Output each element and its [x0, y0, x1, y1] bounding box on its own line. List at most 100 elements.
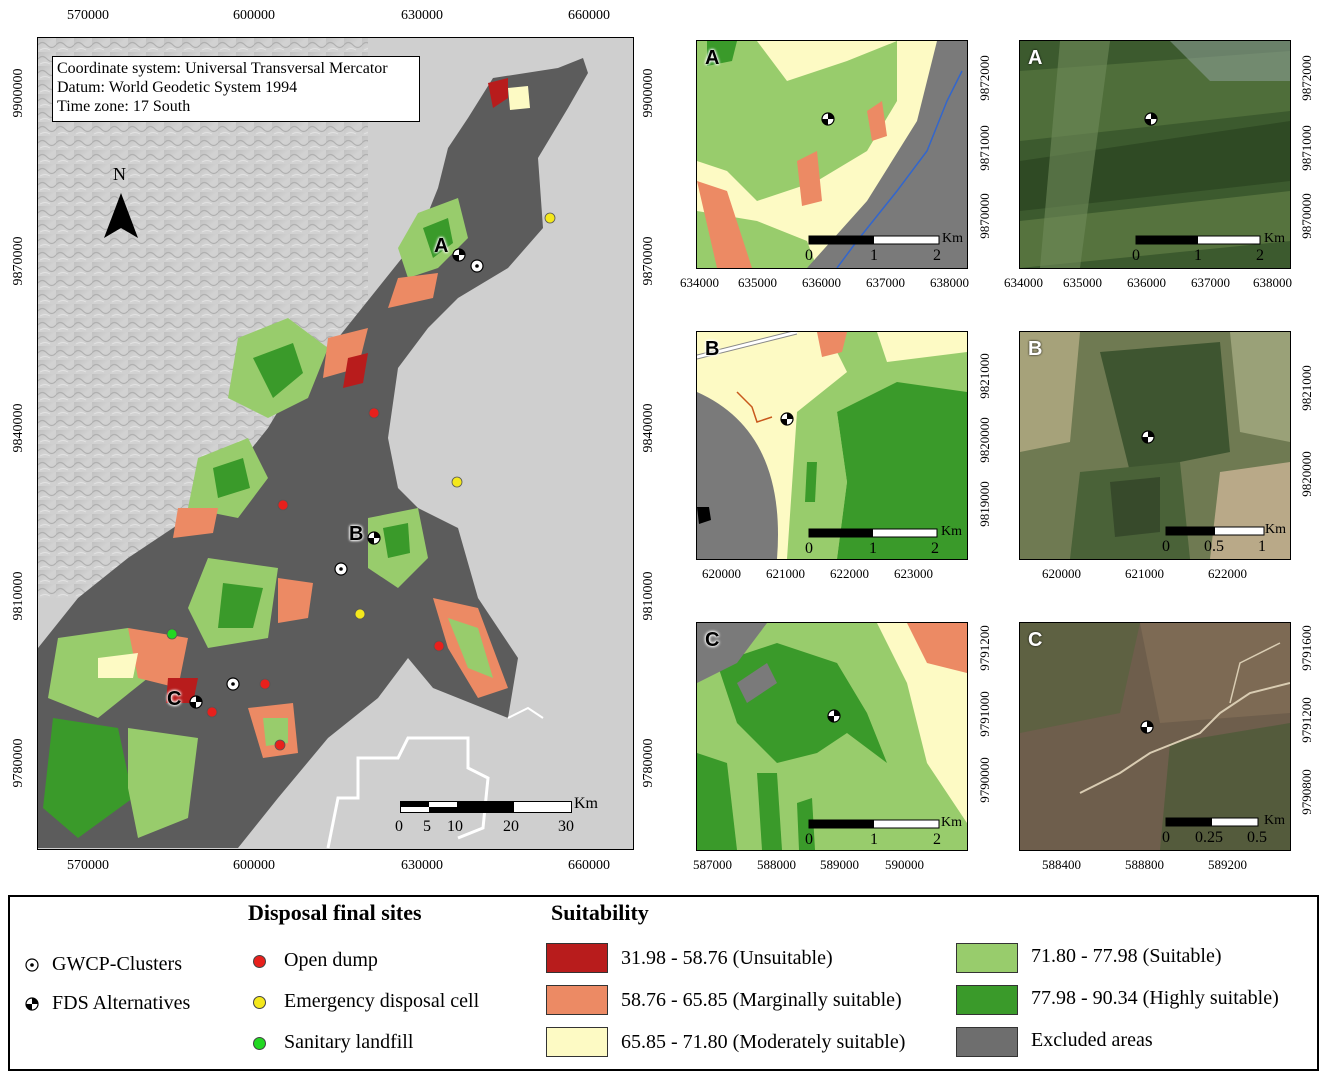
- inset-y-tick: 9790000: [977, 757, 992, 803]
- inset-x-tick: 638000: [930, 275, 969, 290]
- fds-alternative-icon: [827, 709, 841, 723]
- inset-y-tick: 9820000: [977, 417, 992, 463]
- legend-class-label: 31.98 - 58.76 (Unsuitable): [621, 947, 833, 969]
- marginal-swatch: [546, 985, 608, 1015]
- suitability-patches: [43, 78, 530, 838]
- inset-y-tick: 9791000: [977, 691, 992, 737]
- inset-x-tick: 623000: [894, 566, 933, 581]
- panel-letter: B: [705, 338, 720, 360]
- inset-x-tick: 637000: [1191, 275, 1230, 290]
- panel-letter: B: [1028, 338, 1043, 360]
- disposal-sites: [166, 212, 556, 751]
- main-scalebar: [400, 801, 572, 813]
- legend-sites-title: Disposal final sites: [248, 900, 422, 925]
- main-y-tick-right: 9840000: [641, 403, 656, 453]
- inset-b-satellite[interactable]: B 0 0.5 1 Km: [1019, 331, 1291, 560]
- inset-b-suitability[interactable]: B 0 1 2 Km: [696, 331, 968, 560]
- main-y-tick-left: 9870000: [11, 236, 26, 286]
- emergency-cell-swatch: [253, 996, 266, 1009]
- inset-y-tick: 9870000: [1299, 193, 1314, 239]
- main-map[interactable]: Coordinate system: Universal Transversal…: [37, 37, 634, 850]
- scalebar-label: 1: [1258, 538, 1266, 555]
- scalebar-label: 0: [805, 540, 813, 557]
- inset-x-tick: 620000: [702, 566, 741, 581]
- inset-c-suitability[interactable]: C 0 1 2 Km: [696, 622, 968, 851]
- inset-y-tick: 9791200: [977, 625, 992, 671]
- main-x-tick-top: 660000: [568, 8, 610, 23]
- inset-a-suitability[interactable]: A 0 1 2 Km: [696, 40, 968, 269]
- legend-site-label: Emergency disposal cell: [284, 990, 480, 1012]
- inset-b-suitability-svg: [697, 332, 967, 559]
- inset-c-satellite[interactable]: C 0 0.25 0.5 Km: [1019, 622, 1291, 851]
- gwcp-cluster-icon: [226, 677, 240, 691]
- main-x-tick-top: 570000: [67, 8, 109, 23]
- inset-x-tick: 635000: [738, 275, 777, 290]
- legend-class-label: 65.85 - 71.80 (Moderately suitable): [621, 1031, 906, 1053]
- inset-x-tick: 589200: [1208, 857, 1247, 872]
- site-label-b: B: [349, 523, 364, 545]
- main-x-tick-bottom: 570000: [67, 858, 109, 873]
- info-line: Datum: World Geodetic System 1994: [57, 79, 298, 96]
- legend-site-label: Sanitary landfill: [284, 1031, 414, 1053]
- fds-alternative-icon: [1140, 720, 1154, 734]
- coordinate-info-box: Coordinate system: Universal Transversal…: [52, 56, 420, 122]
- inset-x-tick: 635000: [1063, 275, 1102, 290]
- scalebar-label: 1: [869, 540, 877, 557]
- inset-y-tick: 9791200: [1299, 697, 1314, 743]
- inset-y-tick: 9790800: [1299, 769, 1314, 815]
- info-line: Time zone: 17 South: [57, 98, 191, 115]
- inset-a-satellite[interactable]: A 0 1 2 Km: [1019, 40, 1291, 269]
- inset-x-tick: 620000: [1042, 566, 1081, 581]
- inset-b-satellite-svg: [1020, 332, 1290, 559]
- unsuitable-swatch: [546, 943, 608, 973]
- fds-alternative-icon: [1141, 430, 1155, 444]
- fds-alternative-icon: [367, 531, 381, 545]
- inset-x-tick: 588800: [1125, 857, 1164, 872]
- main-x-tick-top: 630000: [401, 8, 443, 23]
- inset-c-satellite-svg: [1020, 623, 1290, 850]
- scalebar-unit: Km: [941, 524, 962, 539]
- scalebar-label: 0: [805, 831, 813, 848]
- excluded-swatch: [956, 1027, 1018, 1057]
- main-map-svg: [38, 38, 633, 849]
- scalebar-label: 2: [1256, 247, 1264, 264]
- panel-letter: C: [1028, 629, 1043, 651]
- inset-x-tick: 588000: [757, 857, 796, 872]
- coastline: [326, 736, 490, 849]
- suitable-swatch: [956, 943, 1018, 973]
- scalebar-label: 0.25: [1195, 829, 1223, 846]
- scalebar-label: 0: [805, 247, 813, 264]
- scalebar-label: 0.5: [1204, 538, 1224, 555]
- main-x-tick-bottom: 630000: [401, 858, 443, 873]
- main-y-tick-left: 9900000: [11, 68, 26, 118]
- inset-c-suitability-svg: [697, 623, 967, 850]
- scalebar-label: 2: [933, 831, 941, 848]
- inset-x-tick: 621000: [766, 566, 805, 581]
- legend-class-label: 71.80 - 77.98 (Suitable): [1031, 945, 1222, 967]
- inset-y-tick: 9821000: [977, 353, 992, 399]
- inset-x-tick: 636000: [802, 275, 841, 290]
- site-label-c: C: [167, 688, 182, 710]
- inset-x-tick: 637000: [866, 275, 905, 290]
- open-dump-point: [274, 739, 286, 751]
- main-y-tick-left: 9840000: [11, 403, 26, 453]
- scalebar-label: 10: [447, 818, 463, 835]
- legend-class-label: 77.98 - 90.34 (Highly suitable): [1031, 987, 1279, 1009]
- inset-x-tick: 588400: [1042, 857, 1081, 872]
- inset-x-tick: 621000: [1125, 566, 1164, 581]
- main-x-tick-bottom: 600000: [233, 858, 275, 873]
- scalebar-label: 1: [870, 831, 878, 848]
- scalebar-label: 0: [1162, 829, 1170, 846]
- scalebar-unit: Km: [574, 795, 598, 812]
- panel-letter: A: [705, 47, 720, 69]
- fds-alternative-icon: [780, 412, 794, 426]
- main-y-tick-right: 9900000: [641, 68, 656, 118]
- legend-fds-label: FDS Alternatives: [52, 992, 191, 1014]
- scalebar-label: 0.5: [1247, 829, 1267, 846]
- legend-class-label: Excluded areas: [1031, 1029, 1153, 1051]
- moderate-swatch: [546, 1027, 608, 1057]
- scalebar-label: 1: [1194, 247, 1202, 264]
- legend-gwcp-label: GWCP-Clusters: [52, 953, 182, 975]
- panel-letter: A: [1028, 47, 1043, 69]
- inset-y-tick: 9870000: [977, 193, 992, 239]
